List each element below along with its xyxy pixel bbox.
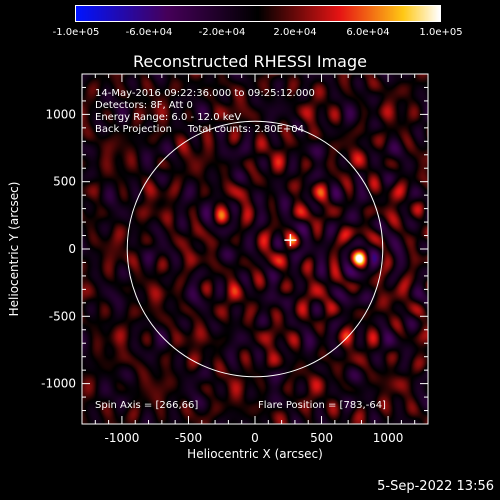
colorbar-tick-label: -1.0e+05 (52, 27, 100, 38)
colorbar-tick-label: -2.0e+04 (198, 27, 246, 38)
y-tick-label: 500 (53, 175, 76, 189)
colorbar-tick-label: -6.0e+04 (125, 27, 173, 38)
y-tick-label: 0 (68, 242, 76, 256)
y-tick-label: 1000 (45, 107, 76, 121)
x-tick-label: 1000 (373, 431, 404, 445)
info-line-detectors: Detectors: 8F, Att 0 (95, 100, 193, 111)
colorbar-tick-label: 1.0e+05 (419, 27, 463, 38)
colorbar (75, 5, 441, 22)
info-line-time: 14-May-2016 09:22:36.000 to 09:25:12.000 (95, 88, 315, 99)
solar-limb-circle (126, 120, 384, 378)
info-line-method: Back Projection Total counts: 2.80E+04 (95, 124, 304, 135)
y-tick-label: -1000 (41, 377, 76, 391)
colorbar-tick-label: 2.0e+04 (273, 27, 317, 38)
colorbar-tick-label: 6.0e+04 (346, 27, 390, 38)
y-axis-label: Heliocentric Y (arcsec) (7, 182, 21, 317)
spin-axis-label: Spin Axis = [266,66] (95, 400, 199, 411)
x-axis-label: Heliocentric X (arcsec) (187, 447, 323, 461)
info-line-energy: Energy Range: 6.0 - 12.0 keV (95, 112, 242, 123)
x-tick-label: -500 (175, 431, 202, 445)
heatmap-image (82, 74, 428, 424)
x-tick-label: 500 (310, 431, 333, 445)
date-stamp: 5-Sep-2022 13:56 (377, 479, 494, 494)
y-tick-label: -500 (49, 309, 76, 323)
flare-position-label: Flare Position = [783,-64] (258, 400, 386, 411)
x-tick-label: -1000 (104, 431, 139, 445)
x-tick-label: 0 (251, 431, 259, 445)
chart-title: Reconstructed RHESSI Image (133, 52, 367, 71)
